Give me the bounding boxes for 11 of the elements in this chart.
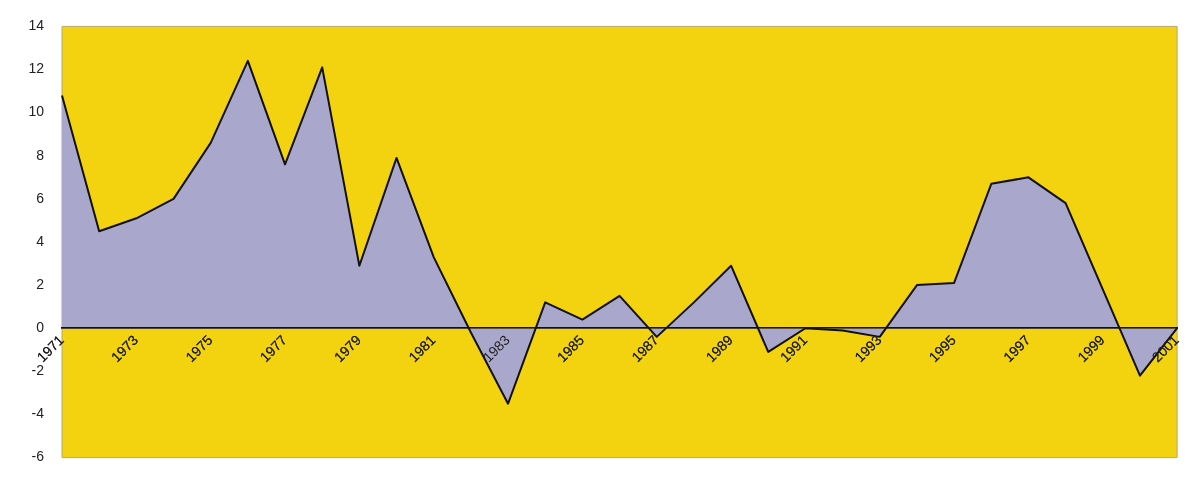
y-tick-label: 4 [36,232,45,249]
y-tick-label: -6 [31,448,45,465]
y-tick-label: -4 [31,405,45,422]
y-tick-label: 0 [36,319,45,336]
y-tick-label: 10 [28,103,45,120]
y-tick-label: 6 [36,189,45,206]
y-tick-label: 14 [28,17,45,34]
y-tick-label: 2 [36,275,45,292]
y-tick-label: 12 [28,60,45,77]
y-tick-label: -2 [31,362,45,379]
y-tick-label: 8 [36,146,45,163]
